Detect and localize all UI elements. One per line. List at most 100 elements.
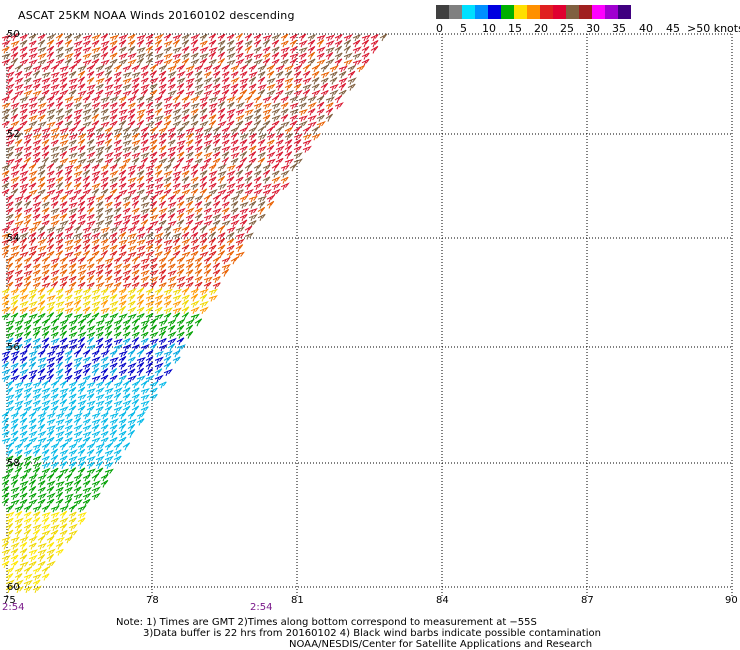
wind-barb xyxy=(55,238,64,246)
wind-barb xyxy=(217,113,226,122)
wind-barb xyxy=(163,102,173,110)
wind-barb xyxy=(208,102,218,110)
wind-barb xyxy=(203,89,213,97)
wind-barb xyxy=(131,71,141,79)
wind-barb xyxy=(203,281,212,290)
wind-barb xyxy=(284,158,294,166)
wind-barb xyxy=(158,257,167,265)
wind-barb xyxy=(253,176,262,184)
wind-barb xyxy=(248,195,258,203)
wind-barb xyxy=(32,579,41,587)
wind-barb xyxy=(190,306,200,314)
wind-barb xyxy=(91,170,101,178)
wind-barb xyxy=(55,536,65,544)
wind-barb xyxy=(46,418,56,426)
wind-barb xyxy=(190,293,199,302)
wind-barb xyxy=(244,188,254,197)
wind-barb xyxy=(50,399,60,407)
wind-barb xyxy=(118,293,128,302)
wind-barb xyxy=(64,355,73,364)
wind-barb xyxy=(199,107,208,116)
wind-barb xyxy=(163,231,172,240)
wind-barb xyxy=(163,362,172,370)
wind-barb xyxy=(172,102,181,110)
wind-barb xyxy=(113,256,122,265)
wind-barb xyxy=(199,225,207,234)
wind-barb xyxy=(145,232,154,240)
wind-barb xyxy=(109,52,118,60)
wind-barb xyxy=(73,356,83,364)
wind-barb xyxy=(118,375,127,383)
wind-barb xyxy=(122,331,131,339)
wind-barb xyxy=(154,374,164,383)
wind-barb xyxy=(194,127,204,135)
wind-barb xyxy=(217,58,226,66)
wind-barb xyxy=(235,33,243,42)
wind-barb xyxy=(212,262,221,271)
wind-barb xyxy=(86,400,96,407)
wind-barb xyxy=(262,52,271,60)
wind-barb xyxy=(86,126,96,135)
wind-barb xyxy=(302,64,311,73)
wind-barb xyxy=(154,95,163,104)
wind-barb xyxy=(136,119,145,128)
wind-barb xyxy=(217,107,226,116)
wind-barb xyxy=(86,84,96,91)
wind-barb xyxy=(91,46,101,54)
wind-barb xyxy=(95,139,105,147)
wind-barb xyxy=(122,380,131,389)
wind-barb xyxy=(82,287,92,296)
wind-barb xyxy=(77,264,87,271)
wind-barb xyxy=(91,107,100,116)
wind-barb xyxy=(235,52,244,60)
wind-barb xyxy=(316,114,325,122)
wind-barb xyxy=(5,517,14,525)
wind-barb xyxy=(194,158,203,166)
wind-barb xyxy=(284,70,293,79)
wind-barb xyxy=(149,139,158,147)
wind-barb xyxy=(50,275,59,283)
wind-barb xyxy=(28,114,38,122)
wind-barb xyxy=(77,455,87,463)
wind-barb xyxy=(208,182,217,190)
wind-barb xyxy=(289,33,298,42)
wind-barb xyxy=(104,126,113,135)
wind-barb xyxy=(91,244,100,252)
wind-barb xyxy=(104,269,113,277)
wind-barb xyxy=(14,138,23,147)
wind-barb xyxy=(100,368,109,376)
wind-barb xyxy=(158,330,166,339)
wind-barb xyxy=(154,300,163,308)
wind-barb xyxy=(185,330,194,339)
wind-barb xyxy=(248,200,257,209)
wind-barb xyxy=(217,232,226,240)
wind-barb xyxy=(347,77,357,85)
wind-barb xyxy=(23,270,33,277)
wind-barb xyxy=(55,486,64,494)
wind-barb xyxy=(199,114,208,122)
wind-barb xyxy=(10,486,20,494)
wind-barb xyxy=(91,101,101,110)
wind-barb xyxy=(131,344,140,352)
wind-barb xyxy=(140,400,150,407)
wind-barb xyxy=(23,517,33,525)
wind-barb xyxy=(77,381,87,389)
wind-barb xyxy=(95,281,105,290)
wind-barb xyxy=(217,250,226,259)
wind-barb xyxy=(212,256,221,265)
wind-barb xyxy=(46,368,55,376)
wind-barb xyxy=(172,183,181,190)
wind-barb xyxy=(226,250,235,259)
wind-barb xyxy=(338,77,348,85)
wind-barb xyxy=(41,337,50,345)
wind-barb xyxy=(41,139,50,147)
wind-barb xyxy=(86,344,96,352)
wind-barb xyxy=(37,356,47,364)
wind-barb xyxy=(266,126,275,135)
wind-barb xyxy=(149,70,157,79)
wind-barb xyxy=(95,157,104,166)
wind-barb xyxy=(91,350,100,358)
wind-barb xyxy=(284,127,293,135)
wind-barb xyxy=(77,325,86,333)
wind-barb xyxy=(1,437,11,445)
